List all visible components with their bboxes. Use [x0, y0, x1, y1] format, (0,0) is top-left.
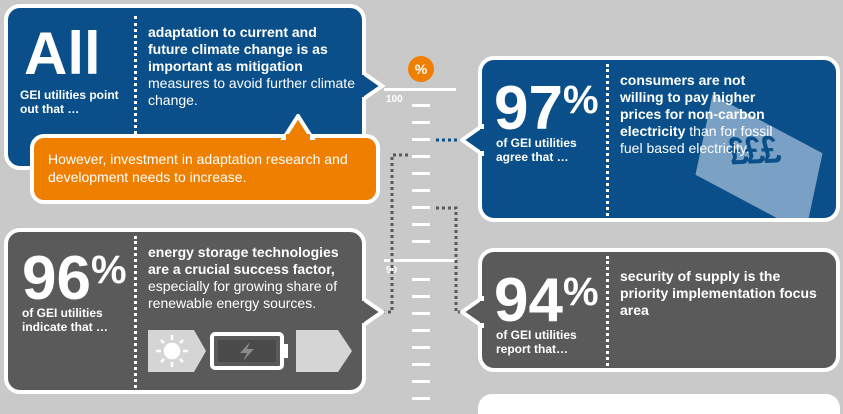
scale-tick — [412, 121, 430, 124]
panel-97-subtitle: of GEI utilities agree that … — [496, 136, 577, 164]
panel-97-text: consumers are not willing to pay higher … — [620, 72, 780, 157]
scale-tick — [384, 259, 456, 262]
panel-96-subtitle: of GEI utilities indicate that … — [22, 306, 109, 334]
divider — [134, 236, 137, 388]
energy-storage-graphic — [148, 330, 352, 372]
investment-note-text: However, investment in adaptation resear… — [48, 151, 348, 185]
scale-tick — [412, 138, 430, 141]
scale-tick — [412, 206, 430, 209]
panel-97-text-bold: consumers are not willing to pay higher … — [620, 72, 765, 139]
scale-tick — [384, 88, 456, 91]
scale-tick — [412, 346, 430, 349]
headline-94: 94% — [494, 270, 599, 332]
percent-sign: % — [90, 248, 127, 292]
pointer-94 — [460, 296, 484, 328]
sun-icon — [156, 335, 188, 367]
pointer-all — [362, 70, 386, 102]
pointer-97 — [460, 124, 484, 156]
battery-charging-icon — [210, 332, 288, 370]
percent-sign: % — [562, 78, 599, 122]
scale-tick — [412, 155, 430, 158]
investment-note: However, investment in adaptation resear… — [30, 134, 380, 204]
divider — [606, 64, 609, 216]
panel-97-percent: 97% of GEI utilities agree that … £££ co… — [478, 56, 840, 222]
panel-94-text-bold: security of supply is the priority imple… — [620, 268, 817, 318]
divider — [606, 256, 609, 366]
scale-tick — [412, 380, 430, 383]
pointer-96 — [362, 296, 386, 328]
headline-96: 96% — [22, 248, 127, 310]
scale-label-90: 90 — [386, 265, 398, 276]
scale-tick — [412, 278, 430, 281]
panel-97-text-normal: than for fossil fuel based electricity. — [620, 123, 773, 156]
panel-94-text: security of supply is the priority imple… — [620, 268, 820, 319]
scale-tick — [412, 223, 430, 226]
panel-all-text-bold: adaptation to current and future climate… — [148, 24, 328, 74]
panel-all-text: adaptation to current and future climate… — [148, 24, 358, 109]
panel-96-text: energy storage technologies are a crucia… — [148, 244, 362, 312]
scale-tick — [412, 329, 430, 332]
scale-tick — [412, 240, 430, 243]
headline-all: All — [24, 20, 101, 87]
divider — [134, 16, 137, 134]
percent-sign: % — [562, 270, 599, 314]
scale-tick — [412, 172, 430, 175]
scale-tick — [412, 189, 430, 192]
panel-94-subtitle: of GEI utilities report that… — [496, 328, 577, 356]
value-97: 97 — [494, 74, 563, 143]
next-panel-edge — [478, 394, 840, 414]
panel-96-text-bold: energy storage technologies are a crucia… — [148, 244, 339, 277]
value-96: 96 — [22, 244, 91, 313]
panel-all-subtitle: GEI utilities point out that … — [20, 88, 119, 116]
scale-label-100: 100 — [386, 94, 403, 105]
scale-tick — [412, 363, 430, 366]
panel-96-text-normal: especially for growing share of renewabl… — [148, 278, 338, 311]
percent-circle-icon: % — [408, 56, 434, 82]
pointer-orange — [280, 114, 316, 140]
scale-tick — [412, 312, 430, 315]
panel-all-text-normal: measures to avoid further climate change… — [148, 75, 355, 108]
scale-tick — [412, 295, 430, 298]
scale-tick — [412, 104, 430, 107]
value-94: 94 — [494, 266, 563, 335]
scale-tick — [412, 397, 430, 400]
panel-96-percent: 96% of GEI utilities indicate that … ene… — [4, 228, 366, 394]
headline-97: 97% — [494, 78, 599, 140]
panel-94-percent: 94% of GEI utilities report that… securi… — [478, 248, 840, 372]
